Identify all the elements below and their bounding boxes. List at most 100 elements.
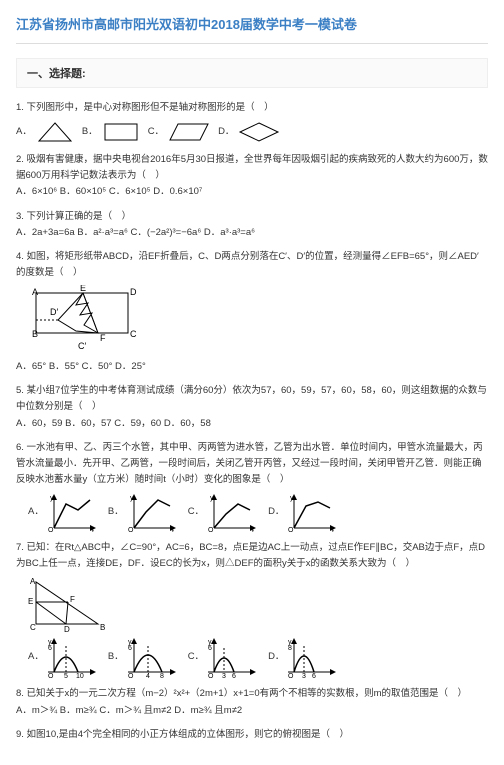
q6-opt-a-label: A． [28,504,44,520]
svg-text:O: O [48,527,54,532]
q6-opt-d: D． y Ot [268,492,338,532]
svg-text:6: 6 [48,645,52,652]
svg-text:6: 6 [232,673,236,678]
svg-text:6: 6 [312,673,316,678]
svg-text:F: F [70,595,75,604]
question-7: 7. 已知：在Rt△ABC中，∠C=90°，AC=6，BC=8，点E是边AC上一… [16,540,488,678]
q6-opt-b: B． y Ot [108,492,178,532]
q6-opt-b-label: B． [108,504,124,520]
svg-text:t: t [92,529,94,532]
q8-text: 8. 已知关于x的一元二次方程（m−2）²x²+（2m+1）x+1=0有两个不相… [16,688,467,699]
svg-text:y: y [290,495,294,502]
svg-text:F: F [100,333,106,343]
question-4: 4. 如图，将矩形纸带ABCD，沿EF折叠后，C、D两点分别落在C′、D′的位置… [16,249,488,375]
svg-text:6: 6 [208,645,212,652]
q7-text: 7. 已知：在Rt△ABC中，∠C=90°，AC=6，BC=8，点E是边AC上一… [16,542,485,569]
section-title-text: 一、选择题: [27,68,86,80]
q7-opt-a: A． yO 510 6 [28,636,98,678]
svg-text:6: 6 [128,645,132,652]
q6-opt-d-label: D． [268,504,284,520]
svg-text:O: O [128,673,134,678]
svg-text:D: D [130,287,137,297]
q2-text: 2. 吸烟有害健康，据中央电视台2016年5月30日报道，全世界每年因吸烟引起的… [16,154,488,181]
question-1: 1. 下列图形中，是中心对称图形但不是轴对称图形的是（ ） A． B． C． [16,100,488,144]
q6-text: 6. 一水池有甲、乙、丙三个水管，其中甲、丙两管为进水管，乙管为出水管．单位时间… [16,442,483,485]
parabola-c-icon: yO 36 6 [208,636,258,678]
svg-text:10: 10 [76,673,84,678]
svg-text:B: B [100,623,105,632]
parabola-b-icon: yO 48 6 [128,636,178,678]
svg-text:t: t [172,529,174,532]
svg-text:C′: C′ [78,341,86,351]
q9-text: 9. 如图10,是由4个完全相同的小正方体组成的立体图形，则它的俯视图是（ ） [16,729,349,740]
svg-text:4: 4 [146,673,150,678]
triangle-diagram: A F E C D B [28,576,108,632]
svg-text:O: O [208,673,214,678]
q7-opt-c-label: C． [188,649,204,665]
q2-opts: A．6×10⁶ B．60×10⁵ C．6×10⁵ D．0.6×10⁷ [16,186,202,197]
question-8: 8. 已知关于x的一元二次方程（m−2）²x²+（2m+1）x+1=0有两个不相… [16,686,488,718]
rhombus-icon [238,120,280,144]
svg-text:t: t [252,529,254,532]
q4-text: 4. 如图，将矩形纸带ABCD，沿EF折叠后，C、D两点分别落在C′、D′的位置… [16,251,479,278]
svg-text:O: O [288,673,294,678]
fold-diagram: A D B C E F D′ C′ [28,285,138,355]
q7-opt-a-label: A． [28,649,44,665]
svg-text:C: C [30,623,36,632]
svg-text:E: E [80,285,86,293]
q8-opts: A．m＞¾ B．m≥¾ C．m＞¾ 且m≠2 D．m≥¾ 且m≠2 [16,705,242,716]
rectangle-icon [102,120,140,144]
svg-text:O: O [48,673,54,678]
page-title: 江苏省扬州市高邮市阳光双语初中2018届数学中考一模试卷 [16,14,488,44]
svg-text:E: E [28,597,33,606]
svg-text:8: 8 [288,645,292,652]
q1-opt-a-label: A． [16,124,32,140]
svg-text:D: D [64,625,70,632]
svg-text:C: C [130,329,137,339]
graph-a-icon: y Ot [48,492,98,532]
q1-opt-b: B． [82,120,140,144]
svg-text:3: 3 [222,673,226,678]
q6-opt-a: A． y Ot [28,492,98,532]
svg-text:3: 3 [302,673,306,678]
q3-opts: A．2a+3a=6a B．a²·a³=a⁶ C．(−2a²)³=−6a⁶ D．a… [16,227,255,238]
q1-opt-a: A． [16,120,74,144]
svg-text:O: O [128,527,134,532]
q3-text: 3. 下列计算正确的是（ ） [16,211,131,222]
q7-opt-b: B． yO 48 6 [108,636,178,678]
q1-text: 1. 下列图形中，是中心对称图形但不是轴对称图形的是（ ） [16,102,274,113]
svg-text:O: O [288,527,294,532]
svg-text:y: y [50,495,54,502]
graph-d-icon: y Ot [288,492,338,532]
q5-text: 5. 某小组7位学生的中考体育测试成绩（满分60分）依次为57，60，59，57… [16,385,487,412]
q1-opt-d: D． [218,120,280,144]
svg-text:y: y [130,495,134,502]
q4-opts: A．65° B．55° C．50° D．25° [16,361,146,372]
graph-c-icon: y Ot [208,492,258,532]
question-3: 3. 下列计算正确的是（ ） A．2a+3a=6a B．a²·a³=a⁶ C．(… [16,209,488,241]
q6-opt-c-label: C． [188,504,204,520]
svg-text:O: O [208,527,214,532]
question-2: 2. 吸烟有害健康，据中央电视台2016年5月30日报道，全世界每年因吸烟引起的… [16,152,488,200]
q6-opt-c: C． y Ot [188,492,258,532]
parallelogram-icon [168,120,210,144]
triangle-icon [36,120,74,144]
q7-opt-b-label: B． [108,649,124,665]
q7-opt-c: C． yO 36 6 [188,636,258,678]
q7-opt-d-label: D． [268,649,284,665]
q1-opt-b-label: B． [82,124,98,140]
q7-opt-d: D． yO 36 8 [268,636,338,678]
svg-text:y: y [210,495,214,502]
q1-opt-c-label: C． [148,124,164,140]
q1-opt-d-label: D． [218,124,234,140]
graph-b-icon: y Ot [128,492,178,532]
question-9: 9. 如图10,是由4个完全相同的小正方体组成的立体图形，则它的俯视图是（ ） [16,727,488,743]
question-6: 6. 一水池有甲、乙、丙三个水管，其中甲、丙两管为进水管，乙管为出水管．单位时间… [16,440,488,532]
svg-text:B: B [32,329,38,339]
q1-opt-c: C． [148,120,210,144]
svg-text:t: t [332,529,334,532]
svg-text:D′: D′ [50,307,58,317]
q5-opts: A．60，59 B．60，57 C．59，60 D．60，58 [16,418,211,429]
svg-text:8: 8 [160,673,164,678]
question-5: 5. 某小组7位学生的中考体育测试成绩（满分60分）依次为57，60，59，57… [16,383,488,431]
